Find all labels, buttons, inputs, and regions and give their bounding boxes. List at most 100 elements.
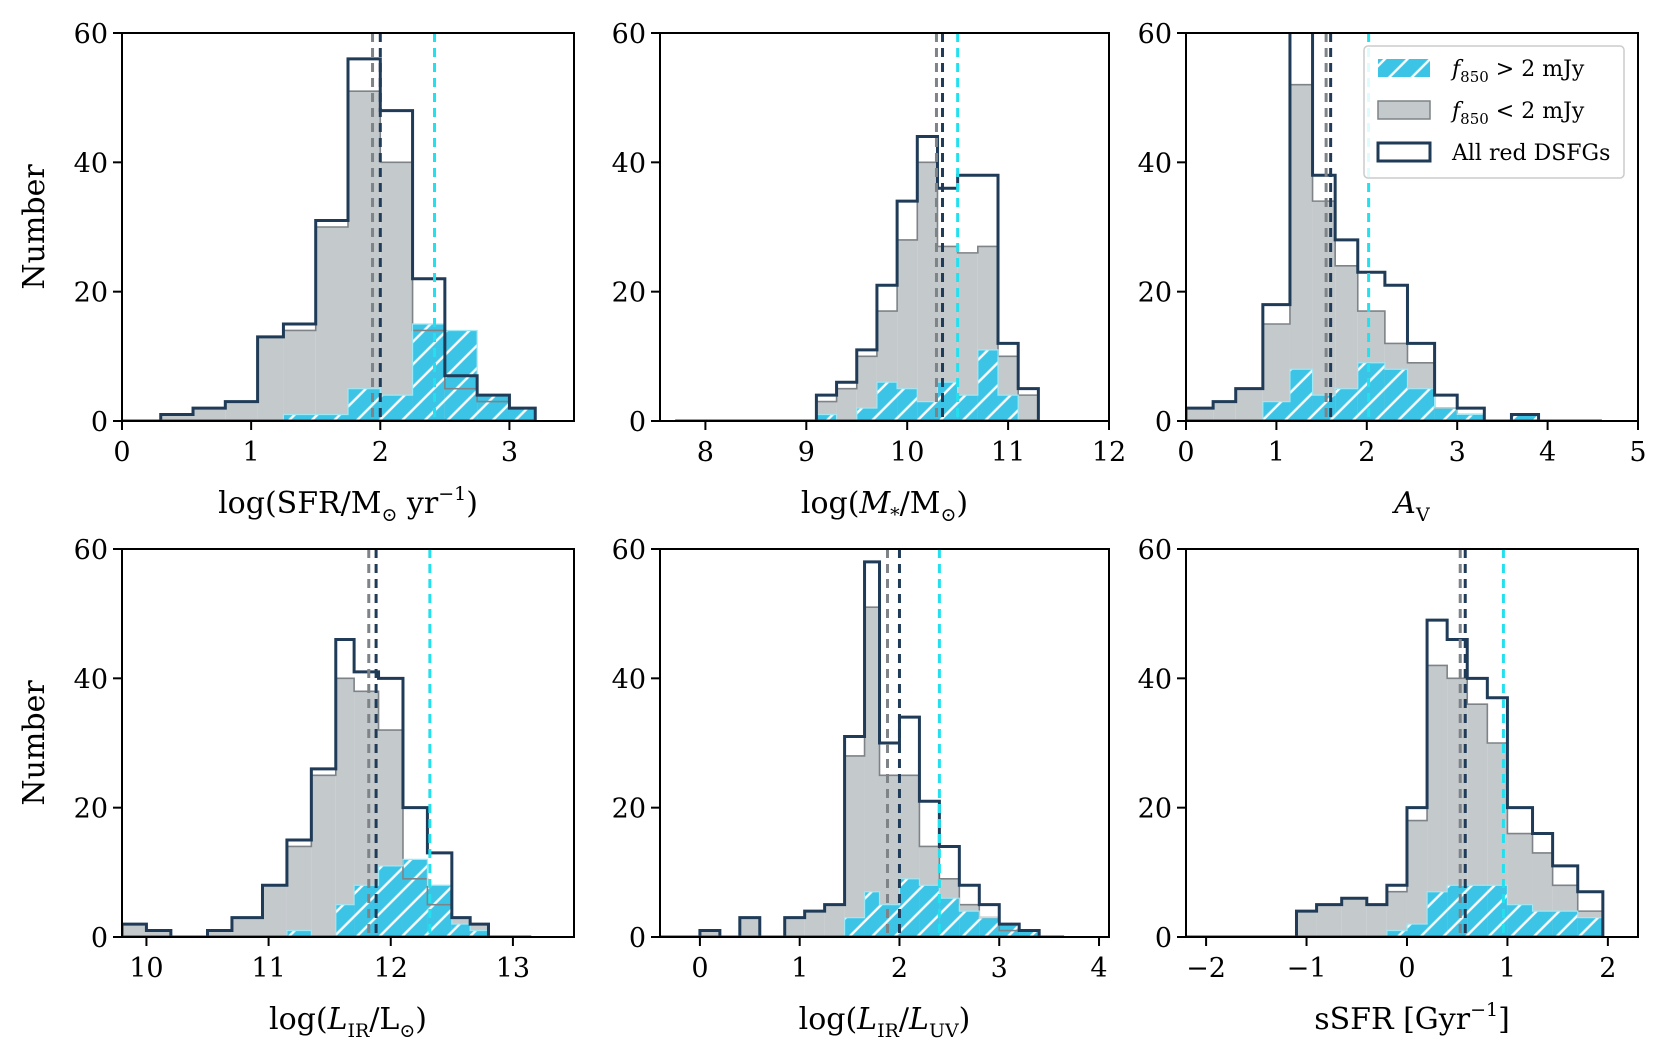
panel-av: 0 1 2 3 4 5 0 20 40 60 AV — [1138, 19, 1647, 526]
bar-bright-lir-13 — [451, 924, 471, 937]
bar-faint-mstar-11 — [1018, 395, 1039, 421]
bar-bright-sfr-6 — [315, 414, 348, 421]
bar-bright-irx-9 — [864, 891, 880, 937]
ytick-label-sfr-1: 20 — [74, 278, 108, 309]
xtick-label-sfr-3: 3 — [501, 437, 518, 468]
bar-faint-mstar-2 — [836, 388, 857, 421]
bar-faint-ssfr-6 — [1406, 820, 1428, 937]
bar-bright-sfr-12 — [509, 408, 536, 421]
xtick-label-av-1: 1 — [1268, 437, 1285, 468]
bar-faint-lir-5 — [262, 885, 287, 937]
bar-faint-lir-8 — [335, 678, 355, 937]
bar-faint-sfr-8 — [380, 162, 413, 421]
xtick-label-irx-4: 4 — [1090, 953, 1107, 984]
bar-bright-lir-10 — [378, 865, 403, 937]
xtick-label-irx-3: 3 — [991, 953, 1008, 984]
bar-faint-lir-3 — [207, 930, 232, 937]
ytick-label-irx-0: 0 — [629, 923, 646, 954]
bar-faint-ssfr-5 — [1386, 891, 1407, 937]
xtick-label-ssfr-4: 2 — [1599, 953, 1616, 984]
bar-bright-mstar-9 — [977, 349, 999, 421]
plot-area-lir — [122, 549, 532, 937]
xtick-label-mstar-2: 10 — [890, 437, 924, 468]
bar-bright-lir-12 — [427, 885, 452, 937]
bar-bright-lir-9 — [354, 885, 379, 937]
xtick-label-av-0: 0 — [1177, 437, 1194, 468]
bar-bright-ssfr-5 — [1386, 930, 1407, 937]
bar-bright-sfr-11 — [477, 395, 510, 421]
bar-bright-ssfr-7 — [1427, 891, 1448, 937]
xtick-label-av-2: 2 — [1358, 437, 1375, 468]
bar-bright-av-4 — [1289, 369, 1313, 421]
panel-sfr: 0 1 2 3 0 20 40 60 log(SFR/M⊙ yr−1) — [74, 19, 575, 526]
ytick-label-ssfr-2: 40 — [1138, 664, 1172, 695]
bar-faint-sfr-7 — [348, 91, 381, 421]
ytick-label-av-2: 40 — [1138, 148, 1172, 179]
step-all-av — [1186, 33, 1602, 421]
bar-faint-irx-8 — [844, 755, 865, 937]
bar-bright-irx-11 — [899, 878, 920, 937]
bar-faint-lir-0 — [122, 924, 147, 937]
bar-faint-irx-3 — [739, 917, 760, 937]
bar-faint-irx-10 — [879, 775, 900, 937]
bar-faint-ssfr-9 — [1467, 704, 1488, 937]
ytick-label-lir-0: 0 — [91, 923, 108, 954]
bar-faint-lir-4 — [231, 917, 263, 937]
bar-bright-irx-17 — [1019, 930, 1040, 937]
axes-frame-mstar — [659, 32, 1110, 422]
bar-faint-irx-5 — [784, 917, 805, 937]
bar-faint-sfr-1 — [160, 414, 194, 421]
plot-area-av — [1186, 33, 1602, 421]
plot-area-mstar — [675, 33, 1040, 421]
step-bright-mstar — [675, 349, 1039, 421]
bar-faint-mstar-3 — [856, 356, 877, 421]
bar-bright-mstar-7 — [937, 382, 958, 421]
bar-faint-lir-1 — [146, 930, 171, 937]
bar-bright-ssfr-9 — [1467, 885, 1488, 937]
bar-bright-av-7 — [1357, 362, 1385, 421]
bar-faint-lir-6 — [286, 846, 312, 937]
bar-bright-ssfr-6 — [1406, 924, 1428, 937]
ytick-label-ssfr-3: 60 — [1138, 535, 1172, 566]
bar-bright-irx-14 — [959, 911, 980, 937]
bar-bright-mstar-3 — [856, 408, 877, 421]
bar-faint-ssfr-3 — [1341, 898, 1367, 937]
bar-faint-irx-7 — [824, 904, 845, 937]
xlabel-lir: log(LIR/L⊙) — [269, 1002, 427, 1042]
xtick-label-sfr-2: 2 — [372, 437, 389, 468]
xlabel-av: AV — [1391, 486, 1430, 526]
bar-faint-irx-1 — [699, 930, 720, 937]
ytick-label-irx-1: 20 — [612, 794, 646, 825]
bar-bright-ssfr-13 — [1552, 911, 1578, 937]
bar-bright-ssfr-14 — [1577, 917, 1603, 937]
ytick-label-mstar-3: 60 — [612, 19, 646, 50]
bar-bright-lir-6 — [286, 930, 312, 937]
bar-bright-irx-10 — [879, 904, 900, 937]
axes-frame-av — [1185, 32, 1639, 422]
bar-faint-ssfr-7 — [1427, 665, 1448, 937]
bar-faint-sfr-6 — [315, 227, 348, 421]
bar-bright-av-9 — [1407, 388, 1435, 421]
step-all-mstar — [675, 134, 1040, 421]
bar-bright-ssfr-11 — [1507, 904, 1533, 937]
xtick-label-ssfr-3: 1 — [1499, 953, 1516, 984]
bar-bright-mstar-4 — [876, 382, 898, 421]
xtick-label-mstar-4: 12 — [1092, 437, 1126, 468]
bar-faint-sfr-4 — [257, 336, 284, 421]
bar-bright-ssfr-12 — [1532, 911, 1553, 937]
ytick-label-ssfr-0: 0 — [1155, 923, 1172, 954]
bar-bright-sfr-8 — [380, 395, 413, 421]
axes-frame-ssfr — [1185, 548, 1639, 938]
xtick-label-av-4: 4 — [1539, 437, 1556, 468]
step-all-lir — [122, 638, 532, 937]
xtick-label-av-3: 3 — [1449, 437, 1466, 468]
legend-swatch-faint — [1377, 100, 1431, 120]
step-all-ssfr — [1186, 618, 1605, 937]
bar-bright-lir-11 — [402, 859, 428, 937]
ytick-label-irx-2: 40 — [612, 664, 646, 695]
bar-faint-ssfr-1 — [1296, 911, 1317, 937]
bar-bright-av-10 — [1434, 408, 1458, 421]
bar-faint-av-6 — [1335, 265, 1358, 421]
ytick-label-ssfr-1: 20 — [1138, 794, 1172, 825]
